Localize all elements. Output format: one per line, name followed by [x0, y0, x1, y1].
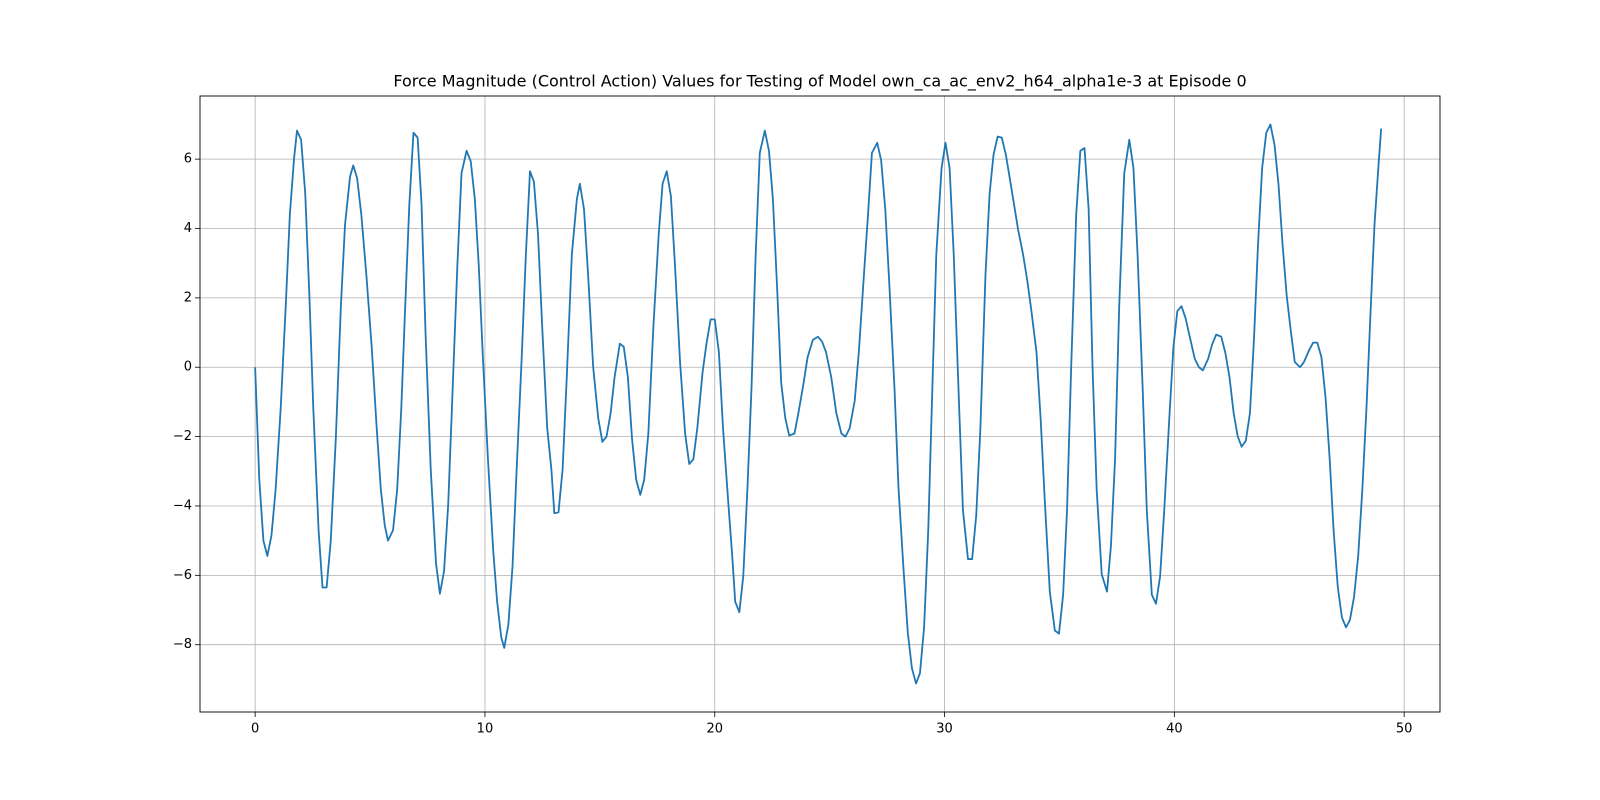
y-tick-label: −8 — [173, 637, 192, 652]
x-tick-label: 10 — [477, 722, 494, 737]
x-tick-label: 0 — [251, 722, 259, 737]
data-line — [254, 123, 1383, 685]
x-tick-label: 40 — [1166, 722, 1183, 737]
y-tick-label: 0 — [184, 360, 192, 375]
x-tick-label: 30 — [936, 722, 953, 737]
y-tick-label: −2 — [173, 429, 192, 444]
chart-title: Force Magnitude (Control Action) Values … — [393, 72, 1246, 92]
y-tick-label: −4 — [173, 498, 192, 513]
x-tick-label: 20 — [706, 722, 723, 737]
y-tick-label: 6 — [184, 152, 192, 167]
x-tick-label: 50 — [1396, 722, 1413, 737]
y-tick-label: 4 — [184, 221, 192, 236]
plot-frame — [199, 95, 1441, 713]
y-tick-label: 2 — [184, 290, 192, 305]
y-tick-label: −6 — [173, 568, 192, 583]
